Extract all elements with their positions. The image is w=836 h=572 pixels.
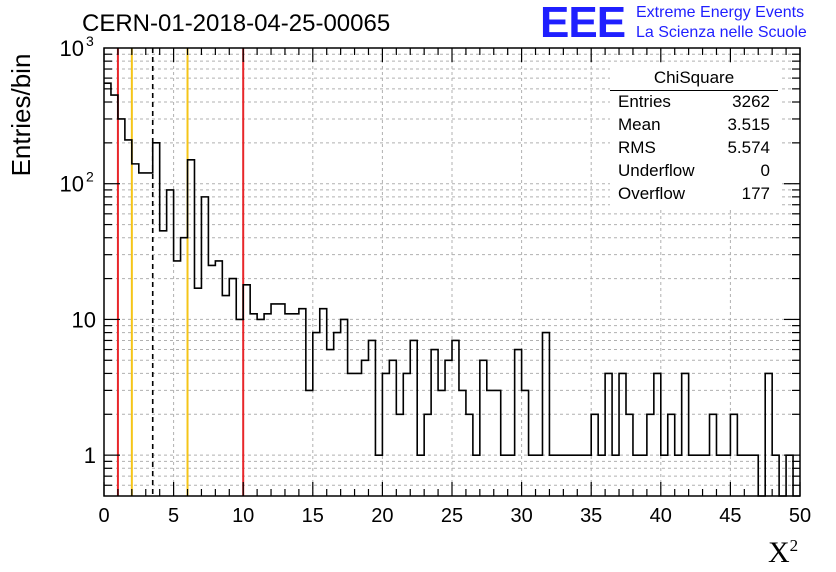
x-tick-label: 0: [98, 505, 109, 527]
histogram-series: [104, 82, 800, 497]
stats-value: 5.574: [727, 138, 770, 157]
y-tick-label: 10: [60, 172, 84, 197]
x-tick-label: 50: [789, 505, 811, 527]
x-tick-label: 10: [232, 505, 254, 527]
marker-lines: [116, 48, 245, 496]
y-tick-exponent: 2: [86, 169, 94, 185]
stats-box: ChiSquare Entries 3262 Mean 3.515 RMS 5.…: [610, 66, 780, 210]
y-axis-label: Entries/bin: [6, 53, 36, 177]
y-tick-label: 10: [72, 307, 96, 332]
stats-label: RMS: [618, 138, 656, 157]
stats-row-rms: RMS 5.574: [618, 138, 770, 160]
x-tick-label: 25: [441, 505, 463, 527]
eee-logo: EEE Extreme Energy Events La Scienza nel…: [540, 0, 836, 47]
x-tick-label: 45: [719, 505, 741, 527]
x-tick-label: 35: [580, 505, 602, 527]
stats-value: 0: [760, 161, 770, 180]
stats-row-overflow: Overflow 177: [618, 184, 770, 206]
stats-label: Mean: [618, 115, 661, 134]
x-tick-label: 5: [168, 505, 179, 527]
x-tick-label: 15: [302, 505, 324, 527]
logo-line-2: La Scienza nelle Scuole: [636, 24, 807, 41]
stats-divider: [610, 90, 778, 91]
stats-title: ChiSquare: [653, 68, 735, 87]
x-tick-label: 20: [371, 505, 393, 527]
y-tick-exponent: 3: [86, 33, 94, 49]
stats-value: 177: [741, 184, 770, 203]
stats-value: 3262: [732, 92, 770, 111]
chart-title: CERN-01-2018-04-25-00065: [82, 10, 391, 37]
x-axis-label: X2: [768, 536, 798, 570]
logo-line-1: Extreme Energy Events: [636, 4, 805, 21]
stats-row-underflow: Underflow 0: [618, 161, 770, 183]
stats-label: Entries: [618, 92, 671, 111]
x-tick-label: 30: [510, 505, 532, 527]
stats-row-entries: Entries 3262: [618, 92, 770, 114]
y-tick-label: 10: [60, 36, 84, 61]
x-tick-label: 40: [650, 505, 672, 527]
stats-label: Underflow: [618, 161, 695, 180]
x-tick-labels: 0 5 10 15 20 25 30 35 40 45 50: [98, 505, 811, 527]
stats-label: Overflow: [618, 184, 686, 203]
y-tick-label: 1: [84, 443, 96, 468]
axis-ticks: [103, 48, 801, 496]
stats-value: 3.515: [727, 115, 770, 134]
logo-mark: EEE: [540, 0, 626, 47]
x-axis-label-exponent: 2: [789, 536, 799, 555]
x-axis-label-base: X: [768, 536, 790, 569]
stats-row-mean: Mean 3.515: [618, 115, 770, 137]
